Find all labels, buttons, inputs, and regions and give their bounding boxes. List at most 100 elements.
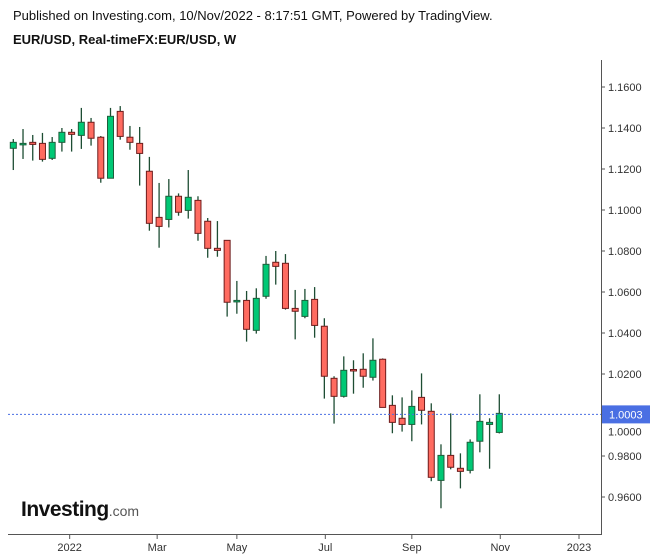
candle-body <box>213 247 221 251</box>
candle <box>68 129 76 152</box>
y-tick-label: 1.0600 <box>608 287 642 299</box>
candle-body <box>19 142 27 146</box>
x-tick-label: 2023 <box>567 542 591 554</box>
candle-body <box>311 298 319 326</box>
candle <box>281 254 289 310</box>
candle <box>447 413 455 470</box>
candle <box>233 280 241 314</box>
x-tick-label: Nov <box>490 542 510 554</box>
y-tick-label: 0.9600 <box>608 492 642 504</box>
candle <box>204 217 212 258</box>
candle-body <box>48 141 56 159</box>
candle-body <box>350 368 357 372</box>
y-tick-label: 1.1200 <box>608 164 642 176</box>
candle-body <box>252 297 260 331</box>
candle-body <box>223 239 231 303</box>
candle <box>437 444 445 509</box>
candle <box>272 251 280 285</box>
candle-body <box>243 299 251 330</box>
candle <box>19 129 27 159</box>
y-tick-label: 1.0400 <box>608 328 642 340</box>
candle <box>301 288 309 319</box>
candle <box>126 125 134 150</box>
candle-body <box>9 141 17 149</box>
x-tick-label: Sep <box>402 542 422 554</box>
candle-body <box>194 199 202 234</box>
candle <box>495 394 503 434</box>
candle <box>291 289 299 340</box>
candle-body <box>301 299 309 317</box>
candle <box>107 107 114 179</box>
candle-body <box>184 196 192 211</box>
candle-body <box>379 358 387 408</box>
candle-body <box>155 216 163 227</box>
candle <box>340 356 348 398</box>
candle <box>252 288 260 334</box>
candle-body <box>427 410 435 478</box>
candle <box>194 196 202 241</box>
x-axis-ticks: 2022 Mar May Jul Sep Nov 2023 <box>57 534 591 554</box>
candle-body <box>87 121 95 139</box>
candle-body <box>107 115 114 179</box>
chart-title: EUR/USD, Real-timeFX:EUR/USD, W <box>13 32 237 47</box>
candle-body <box>320 325 328 377</box>
candle <box>320 318 328 399</box>
candle-body <box>145 170 153 224</box>
candle-body <box>369 359 377 378</box>
candle <box>38 132 46 162</box>
candle <box>58 128 66 152</box>
candle-body <box>272 261 280 267</box>
candle-body <box>495 412 503 433</box>
candle <box>486 418 494 469</box>
candle <box>87 117 95 146</box>
candle-body <box>408 405 416 425</box>
candle <box>456 453 464 489</box>
candle-body <box>77 121 85 136</box>
x-tick-label: 2022 <box>57 542 81 554</box>
last-price-label: 1.0003 <box>609 409 643 421</box>
candle <box>466 439 474 474</box>
candle-body <box>58 131 66 143</box>
candle-body <box>466 441 474 471</box>
candle <box>175 193 183 216</box>
candle <box>165 179 173 228</box>
x-tick-label: Jul <box>318 542 332 554</box>
x-tick-label: May <box>226 542 247 554</box>
candle <box>408 390 416 442</box>
candle-body <box>447 454 455 468</box>
candle <box>136 126 144 186</box>
candle <box>145 156 153 231</box>
last-price-badge: 1.0003 <box>602 405 650 424</box>
y-axis-ticks: 1.1600 1.1400 1.1200 1.1000 1.0800 1.0600 1.04… <box>601 82 642 504</box>
y-tick-label: 1.1400 <box>608 123 642 135</box>
candle <box>213 221 221 257</box>
candle-body <box>418 396 426 411</box>
candles-layer <box>9 106 503 509</box>
candle-body <box>29 141 37 145</box>
y-tick-label: 1.0200 <box>608 369 642 381</box>
candle <box>9 139 17 171</box>
y-tick-label: 0.9800 <box>608 451 642 463</box>
candle <box>48 137 56 160</box>
candle <box>379 358 387 408</box>
candle-body <box>476 420 484 442</box>
candle-body <box>175 195 183 213</box>
candle <box>359 353 367 388</box>
candle-body <box>116 110 124 137</box>
candle <box>223 239 231 317</box>
candle <box>369 338 377 381</box>
candle-body <box>204 220 212 249</box>
candle <box>418 373 426 425</box>
candle-body <box>456 467 464 472</box>
candle <box>476 394 484 453</box>
candle-body <box>281 262 289 309</box>
logo-brand: Investing <box>21 498 109 521</box>
candle-body <box>165 195 173 220</box>
y-tick-label: 1.1600 <box>608 82 642 94</box>
candle-body <box>340 369 348 397</box>
candle <box>97 135 105 183</box>
candle <box>155 182 163 248</box>
candle-body <box>97 136 105 179</box>
investing-logo: Investing.com <box>21 498 139 522</box>
